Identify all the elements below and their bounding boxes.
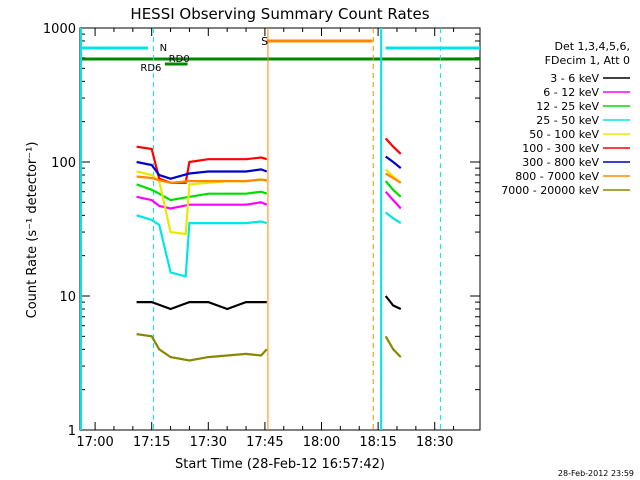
series-line	[136, 145, 268, 184]
series-line	[136, 183, 268, 202]
series-line	[136, 333, 268, 362]
legend-label: 50 - 100 keV	[529, 128, 599, 141]
legend-header-line-2: FDecim 1, Att 0	[545, 54, 630, 67]
legend-label: 25 - 50 keV	[536, 114, 599, 127]
legend-label: 300 - 800 keV	[522, 156, 599, 169]
series-line	[384, 137, 402, 155]
series-line	[384, 180, 402, 198]
annotation-rd6: RD6	[140, 63, 161, 74]
x-tick-label: 17:00	[76, 435, 113, 450]
plot-area: 17:00 17:15 17:30 17:45 18:00 18:15 18:30 1 10 10…	[43, 22, 481, 450]
series-line	[385, 211, 402, 225]
y-tick-label: 10	[59, 290, 76, 305]
legend-label: 12 - 25 keV	[536, 100, 599, 113]
legend-label: 800 - 7000 keV	[515, 170, 599, 183]
plot-frame	[79, 27, 481, 431]
series-line	[136, 175, 267, 184]
annotation-n: N	[160, 43, 167, 54]
x-tick-label: 18:00	[303, 435, 340, 450]
y-tick-label: 100	[51, 156, 76, 171]
series-line	[384, 335, 402, 358]
series-line	[136, 301, 267, 311]
x-axis-label: Start Time (28-Feb-12 16:57:42)	[175, 457, 385, 472]
series-line	[136, 214, 268, 278]
legend-header-line-1: Det 1,3,4,5,6,	[554, 40, 630, 53]
annotation-s: S	[261, 35, 268, 48]
series-line	[385, 155, 402, 169]
x-tick-label: 17:30	[190, 435, 227, 450]
series-line	[136, 195, 268, 210]
series-line	[385, 172, 402, 184]
x-tick-label: 17:45	[246, 435, 283, 450]
y-tick-label: 1000	[43, 22, 76, 37]
series-line	[136, 160, 268, 180]
chart-title: HESSI Observing Summary Count Rates	[130, 5, 429, 23]
x-tick-label: 18:30	[416, 435, 453, 450]
x-tick-label: 17:15	[133, 435, 170, 450]
y-axis-label: Count Rate (s⁻¹ detector⁻¹)	[25, 142, 40, 319]
annotation-rd0: RD0	[169, 54, 190, 65]
footer-date: 28-Feb-2012 23:59	[558, 469, 634, 478]
x-tick-label: 18:15	[359, 435, 396, 450]
legend-label: 7000 - 20000 keV	[501, 184, 599, 197]
legend-label: 6 - 12 keV	[543, 86, 599, 99]
series-line	[384, 190, 402, 210]
y-tick-label: 1	[68, 424, 76, 439]
legend-label: 100 - 300 keV	[522, 142, 599, 155]
series-line	[384, 295, 402, 310]
legend-label: 3 - 6 keV	[550, 72, 599, 85]
